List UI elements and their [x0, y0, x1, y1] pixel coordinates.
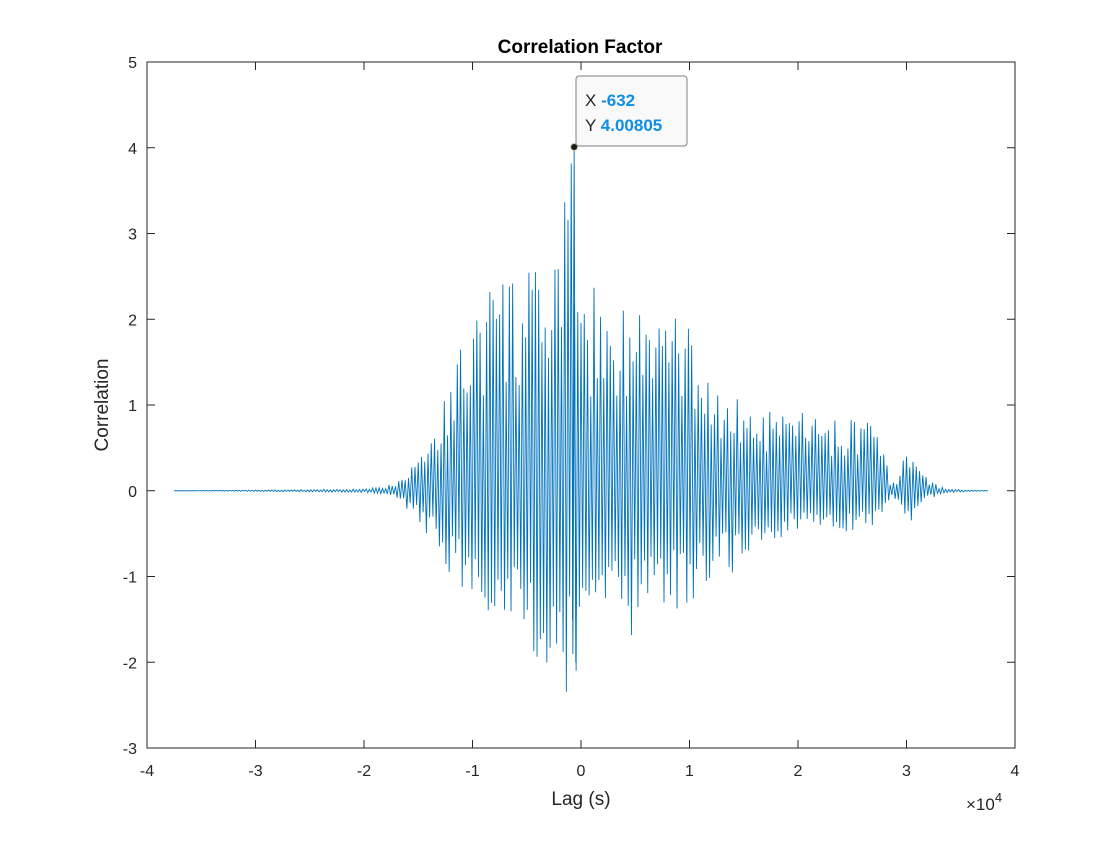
data-tip-x-row: X -632: [585, 91, 635, 110]
data-tip-y-label: Y: [585, 116, 596, 135]
data-tip-x-label: X: [585, 91, 596, 110]
axes-box: [146, 61, 1016, 749]
x-axis-label: Lag (s): [551, 789, 610, 810]
x-tick-label: -4: [140, 763, 154, 780]
data-tip-y-value: 4.00805: [601, 116, 662, 135]
y-tick-label: 0: [128, 484, 137, 501]
data-tip[interactable]: X -632 Y 4.00805: [570, 75, 688, 152]
data-tip-y-row: Y 4.00805: [585, 116, 662, 135]
x-tick-label: 2: [794, 763, 803, 780]
y-tick-label: 5: [128, 55, 137, 72]
y-tick-label: -3: [123, 741, 137, 758]
x-tick-label: -2: [357, 763, 371, 780]
x-exponent-power: 4: [995, 790, 1002, 805]
data-tip-box: [575, 75, 688, 147]
data-tip-marker[interactable]: [570, 143, 579, 152]
x-tick-label: -3: [248, 763, 262, 780]
x-tick-label: 1: [685, 763, 694, 780]
chart-title: Correlation Factor: [498, 37, 663, 58]
x-tick-label: 4: [1011, 763, 1020, 780]
x-exponent-label: ×104: [966, 790, 1002, 814]
x-tick-label: 3: [902, 763, 911, 780]
x-axis-ticks: -4 -3 -2 -1 0 1 2 3 4: [140, 62, 1020, 780]
y-tick-label: 1: [128, 398, 137, 415]
y-tick-label: -1: [123, 570, 137, 587]
signal-layer: [174, 147, 988, 692]
y-tick-label: 3: [128, 227, 137, 244]
y-axis-label: Correlation: [92, 359, 113, 452]
correlation-series-line: [174, 163, 988, 692]
y-tick-label: -2: [123, 655, 137, 672]
y-tick-label: 2: [128, 312, 137, 329]
y-tick-label: 4: [128, 141, 137, 158]
data-tip-x-value: -632: [601, 91, 635, 110]
x-tick-label: 0: [577, 763, 586, 780]
y-axis-ticks: -3 -2 -1 0 1 2 3 4 5: [123, 55, 1015, 758]
x-exponent-base: ×10: [966, 795, 995, 814]
x-tick-label: -1: [465, 763, 479, 780]
